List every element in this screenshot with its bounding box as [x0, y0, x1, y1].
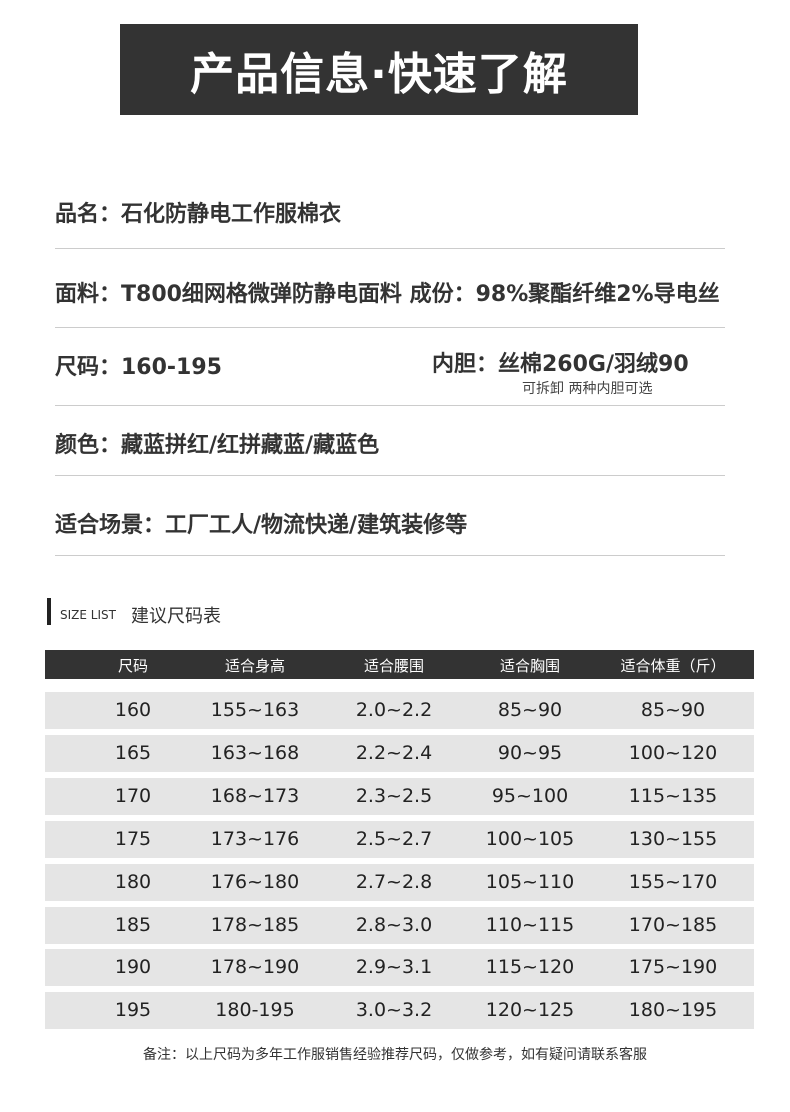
table-row: 180 176~180 2.7~2.8 105~110 155~170: [45, 863, 754, 901]
cell-chest: 115~120: [485, 956, 575, 979]
cell-size: 185: [114, 913, 152, 936]
cell-chest: 110~115: [485, 913, 575, 936]
cell-weight: 115~135: [628, 784, 718, 807]
cell-weight: 85~90: [640, 699, 706, 721]
cell-size: 170: [114, 784, 152, 807]
section-marker: [47, 598, 51, 625]
cell-size: 190: [114, 956, 152, 979]
product-scenes: 适合场景：工厂工人/物流快递/建筑装修等: [55, 513, 468, 538]
cell-weight: 100~120: [628, 741, 718, 764]
cell-waist: 2.7~2.8: [355, 870, 433, 893]
cell-weight: 175~190: [628, 956, 718, 979]
banner-title: 产品信息·快速了解: [120, 24, 638, 115]
divider: [55, 248, 725, 249]
cell-height: 173~176: [210, 827, 300, 850]
product-color: 颜色：藏蓝拼红/红拼藏蓝/藏蓝色: [55, 433, 380, 458]
header-waist: 适合腰围: [363, 657, 425, 675]
cell-weight: 155~170: [628, 870, 718, 893]
table-row: 170 168~173 2.3~2.5 95~100 115~135: [45, 777, 754, 815]
product-lining: 内胆：丝棉260G/羽绒90: [432, 352, 689, 377]
cell-waist: 2.2~2.4: [355, 741, 433, 764]
cell-size: 165: [114, 741, 152, 764]
product-name: 品名：石化防静电工作服棉衣: [55, 202, 342, 227]
cell-height: 180-195: [215, 999, 295, 1022]
table-row: 195 180-195 3.0~3.2 120~125 180~195: [45, 992, 754, 1030]
cell-height: 155~163: [210, 699, 300, 721]
table-row: 190 178~190 2.9~3.1 115~120 175~190: [45, 949, 754, 987]
cell-size: 160: [114, 699, 152, 721]
table-row: 160 155~163 2.0~2.2 85~90 85~90: [45, 692, 754, 729]
cell-chest: 100~105: [485, 827, 575, 850]
header-size: 尺码: [117, 657, 149, 675]
cell-chest: 105~110: [485, 870, 575, 893]
cell-size: 180: [114, 870, 152, 893]
cell-size: 175: [114, 827, 152, 850]
cell-chest: 90~95: [497, 741, 563, 764]
cell-waist: 2.5~2.7: [355, 827, 433, 850]
divider: [55, 555, 725, 556]
cell-weight: 170~185: [628, 913, 718, 936]
size-table-header: 尺码 适合身高 适合腰围 适合胸围 适合体重（斤）: [45, 650, 754, 679]
divider: [55, 405, 725, 406]
header-weight: 适合体重（斤）: [620, 657, 726, 675]
cell-weight: 180~195: [628, 999, 718, 1022]
header-height: 适合身高: [224, 657, 286, 675]
lining-note: 可拆卸 两种内胆可选: [522, 381, 653, 397]
product-fabric: 面料：T800细网格微弹防静电面料 成份：98%聚酯纤维2%导电丝: [55, 282, 720, 307]
cell-chest: 120~125: [485, 999, 575, 1022]
table-row: 175 173~176 2.5~2.7 100~105 130~155: [45, 820, 754, 858]
cell-waist: 2.0~2.2: [355, 699, 433, 721]
cell-weight: 130~155: [628, 827, 718, 850]
section-title-cn: 建议尺码表: [131, 606, 221, 627]
cell-height: 178~190: [210, 956, 300, 979]
cell-height: 178~185: [210, 913, 300, 936]
cell-waist: 2.9~3.1: [355, 956, 433, 979]
cell-waist: 3.0~3.2: [355, 999, 433, 1022]
section-title-en: SIZE LIST: [60, 608, 116, 622]
table-row: 165 163~168 2.2~2.4 90~95 100~120: [45, 734, 754, 772]
cell-height: 176~180: [210, 870, 300, 893]
divider: [55, 327, 725, 328]
footnote: 备注：以上尺码为多年工作服销售经验推荐尺码，仅做参考，如有疑问请联系客服: [143, 1047, 647, 1063]
product-size: 尺码：160-195: [55, 355, 222, 380]
cell-height: 168~173: [210, 784, 300, 807]
cell-chest: 85~90: [497, 699, 563, 721]
cell-chest: 95~100: [491, 784, 569, 807]
table-row: 185 178~185 2.8~3.0 110~115 170~185: [45, 906, 754, 944]
divider: [55, 475, 725, 476]
cell-size: 195: [114, 999, 152, 1022]
header-chest: 适合胸围: [499, 657, 561, 675]
cell-waist: 2.8~3.0: [355, 913, 433, 936]
cell-waist: 2.3~2.5: [355, 784, 433, 807]
cell-height: 163~168: [210, 741, 300, 764]
